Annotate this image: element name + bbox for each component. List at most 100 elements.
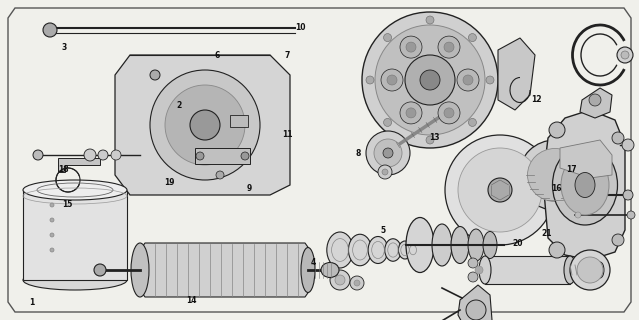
Circle shape: [475, 266, 483, 274]
Text: 9: 9: [247, 184, 252, 193]
Ellipse shape: [385, 239, 401, 261]
Circle shape: [165, 85, 245, 165]
Circle shape: [383, 148, 393, 158]
Ellipse shape: [94, 264, 106, 276]
Ellipse shape: [519, 140, 591, 210]
Circle shape: [577, 257, 603, 283]
Ellipse shape: [468, 229, 484, 261]
Circle shape: [50, 203, 54, 207]
Ellipse shape: [451, 227, 469, 263]
Circle shape: [50, 218, 54, 222]
Circle shape: [426, 16, 434, 24]
Ellipse shape: [432, 224, 452, 266]
Ellipse shape: [553, 145, 617, 225]
Circle shape: [468, 118, 477, 126]
Text: 1: 1: [29, 298, 35, 307]
Text: 13: 13: [429, 133, 440, 142]
Circle shape: [627, 211, 635, 219]
Ellipse shape: [561, 155, 609, 215]
Circle shape: [375, 25, 485, 135]
Polygon shape: [560, 140, 612, 178]
Text: 6: 6: [215, 52, 220, 60]
Circle shape: [589, 94, 601, 106]
Ellipse shape: [301, 247, 315, 292]
Circle shape: [468, 272, 478, 282]
Text: 10: 10: [295, 23, 305, 32]
Circle shape: [622, 139, 634, 151]
Bar: [485, 256, 570, 284]
Circle shape: [444, 42, 454, 52]
Circle shape: [486, 76, 494, 84]
Text: 2: 2: [176, 101, 181, 110]
Text: 16: 16: [551, 184, 561, 193]
Circle shape: [406, 42, 416, 52]
Text: 19: 19: [164, 178, 174, 187]
Circle shape: [623, 190, 633, 200]
Ellipse shape: [321, 262, 339, 277]
Circle shape: [216, 171, 224, 179]
Circle shape: [382, 169, 388, 175]
Ellipse shape: [327, 232, 353, 268]
Circle shape: [150, 70, 260, 180]
Text: 7: 7: [285, 52, 290, 60]
Circle shape: [457, 69, 479, 91]
Circle shape: [111, 150, 121, 160]
Polygon shape: [23, 190, 127, 280]
Circle shape: [405, 55, 455, 105]
Text: 21: 21: [541, 229, 551, 238]
Text: 18: 18: [59, 165, 69, 174]
Circle shape: [488, 178, 512, 202]
Ellipse shape: [575, 172, 595, 197]
Circle shape: [350, 276, 364, 290]
Circle shape: [98, 150, 108, 160]
Polygon shape: [498, 38, 535, 110]
Circle shape: [586, 146, 596, 156]
Circle shape: [438, 36, 460, 58]
Text: 20: 20: [512, 239, 523, 248]
Circle shape: [466, 300, 486, 320]
Circle shape: [468, 258, 478, 268]
Circle shape: [549, 122, 565, 138]
Text: 17: 17: [567, 165, 577, 174]
Circle shape: [468, 34, 477, 42]
Text: 5: 5: [381, 226, 386, 235]
Text: 12: 12: [532, 95, 542, 104]
Circle shape: [570, 250, 610, 290]
Bar: [195, 148, 250, 164]
Circle shape: [617, 47, 633, 63]
Text: 8: 8: [355, 149, 360, 158]
Circle shape: [43, 23, 57, 37]
Circle shape: [330, 270, 350, 290]
Polygon shape: [458, 285, 492, 320]
Circle shape: [458, 148, 542, 232]
Ellipse shape: [23, 180, 127, 200]
Ellipse shape: [23, 270, 127, 290]
Circle shape: [612, 132, 624, 144]
Circle shape: [400, 36, 422, 58]
Circle shape: [383, 118, 392, 126]
Circle shape: [190, 110, 220, 140]
Circle shape: [420, 70, 440, 90]
Circle shape: [445, 135, 555, 245]
Circle shape: [463, 75, 473, 85]
Circle shape: [444, 108, 454, 118]
Circle shape: [383, 34, 392, 42]
Circle shape: [354, 280, 360, 286]
Circle shape: [335, 275, 345, 285]
Circle shape: [196, 152, 204, 160]
Text: 4: 4: [311, 258, 316, 267]
Polygon shape: [58, 158, 100, 172]
Circle shape: [374, 139, 402, 167]
Ellipse shape: [483, 231, 497, 259]
Polygon shape: [115, 55, 290, 195]
Circle shape: [33, 150, 43, 160]
Circle shape: [400, 102, 422, 124]
Circle shape: [150, 70, 160, 80]
Ellipse shape: [479, 256, 491, 284]
Polygon shape: [543, 110, 625, 260]
Bar: [230, 115, 248, 127]
Polygon shape: [580, 88, 612, 118]
Text: 11: 11: [282, 130, 293, 139]
Circle shape: [50, 233, 54, 237]
Circle shape: [387, 75, 397, 85]
